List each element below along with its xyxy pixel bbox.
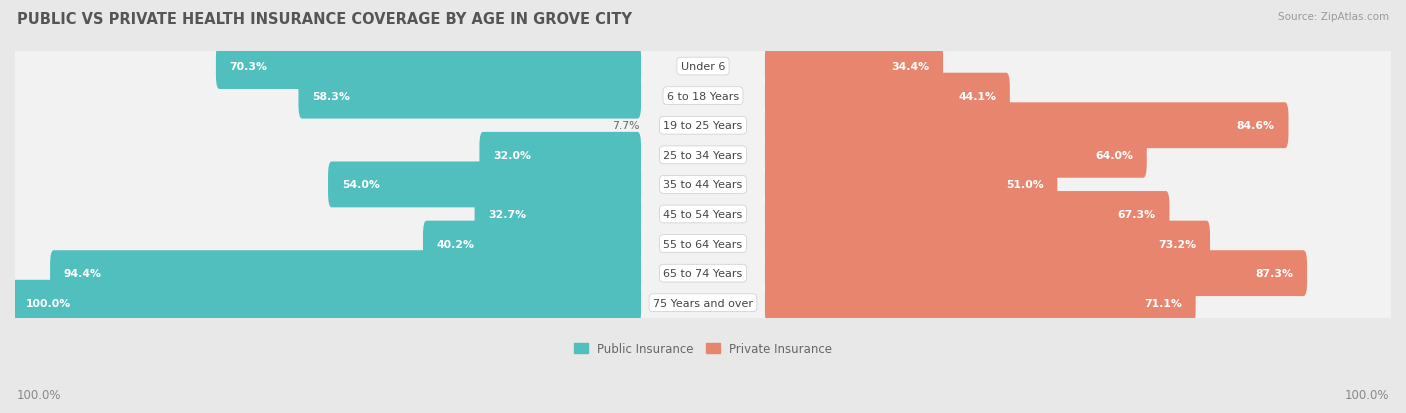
Text: 100.0%: 100.0%	[1344, 388, 1389, 401]
Text: 40.2%: 40.2%	[437, 239, 475, 249]
FancyBboxPatch shape	[475, 192, 641, 237]
FancyBboxPatch shape	[51, 251, 641, 297]
FancyBboxPatch shape	[13, 119, 1393, 192]
Text: 100.0%: 100.0%	[17, 388, 62, 401]
FancyBboxPatch shape	[765, 44, 943, 90]
FancyBboxPatch shape	[217, 44, 641, 90]
Text: 32.7%: 32.7%	[488, 209, 526, 219]
Text: 94.4%: 94.4%	[63, 268, 101, 278]
Text: 100.0%: 100.0%	[25, 298, 70, 308]
Text: 6 to 18 Years: 6 to 18 Years	[666, 91, 740, 102]
Legend: Public Insurance, Private Insurance: Public Insurance, Private Insurance	[569, 337, 837, 360]
FancyBboxPatch shape	[13, 207, 1393, 280]
Text: 87.3%: 87.3%	[1256, 268, 1294, 278]
Text: 75 Years and over: 75 Years and over	[652, 298, 754, 308]
Text: 70.3%: 70.3%	[229, 62, 267, 72]
FancyBboxPatch shape	[13, 89, 1393, 163]
Text: 35 to 44 Years: 35 to 44 Years	[664, 180, 742, 190]
FancyBboxPatch shape	[479, 133, 641, 178]
Text: 65 to 74 Years: 65 to 74 Years	[664, 268, 742, 278]
FancyBboxPatch shape	[765, 280, 1195, 326]
FancyBboxPatch shape	[765, 74, 1010, 119]
FancyBboxPatch shape	[765, 192, 1170, 237]
Text: PUBLIC VS PRIVATE HEALTH INSURANCE COVERAGE BY AGE IN GROVE CITY: PUBLIC VS PRIVATE HEALTH INSURANCE COVER…	[17, 12, 631, 27]
Text: 44.1%: 44.1%	[957, 91, 995, 102]
Text: 84.6%: 84.6%	[1237, 121, 1275, 131]
FancyBboxPatch shape	[765, 162, 1057, 208]
Text: 19 to 25 Years: 19 to 25 Years	[664, 121, 742, 131]
Text: Under 6: Under 6	[681, 62, 725, 72]
FancyBboxPatch shape	[328, 162, 641, 208]
FancyBboxPatch shape	[13, 266, 1393, 339]
Text: 58.3%: 58.3%	[312, 91, 350, 102]
Text: 45 to 54 Years: 45 to 54 Years	[664, 209, 742, 219]
Text: 64.0%: 64.0%	[1095, 150, 1133, 160]
FancyBboxPatch shape	[423, 221, 641, 267]
FancyBboxPatch shape	[13, 237, 1393, 310]
Text: Source: ZipAtlas.com: Source: ZipAtlas.com	[1278, 12, 1389, 22]
Text: 32.0%: 32.0%	[494, 150, 531, 160]
FancyBboxPatch shape	[765, 133, 1147, 178]
FancyBboxPatch shape	[13, 30, 1393, 104]
Text: 25 to 34 Years: 25 to 34 Years	[664, 150, 742, 160]
Text: 34.4%: 34.4%	[891, 62, 929, 72]
Text: 54.0%: 54.0%	[342, 180, 380, 190]
FancyBboxPatch shape	[765, 103, 1288, 149]
FancyBboxPatch shape	[11, 280, 641, 326]
Text: 51.0%: 51.0%	[1005, 180, 1043, 190]
FancyBboxPatch shape	[13, 178, 1393, 251]
FancyBboxPatch shape	[765, 221, 1211, 267]
Text: 67.3%: 67.3%	[1118, 209, 1156, 219]
FancyBboxPatch shape	[13, 60, 1393, 133]
FancyBboxPatch shape	[298, 74, 641, 119]
FancyBboxPatch shape	[765, 251, 1308, 297]
Text: 71.1%: 71.1%	[1144, 298, 1182, 308]
Text: 7.7%: 7.7%	[612, 121, 640, 131]
Text: 73.2%: 73.2%	[1159, 239, 1197, 249]
Text: 55 to 64 Years: 55 to 64 Years	[664, 239, 742, 249]
FancyBboxPatch shape	[13, 148, 1393, 221]
